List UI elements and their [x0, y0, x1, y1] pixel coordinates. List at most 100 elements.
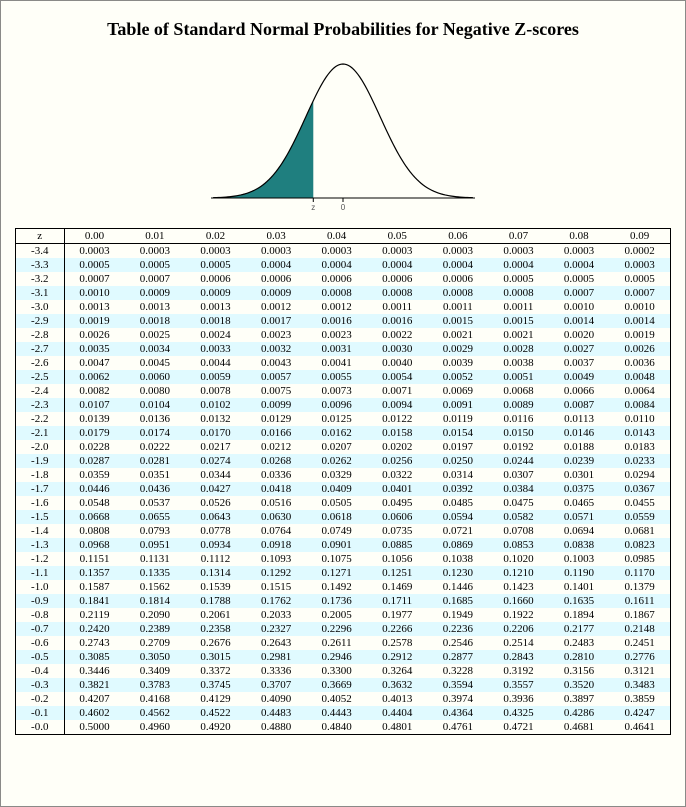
table-cell: 0.2061: [185, 608, 246, 622]
table-cell: 0.0007: [125, 272, 186, 286]
table-cell: 0.0005: [609, 272, 670, 286]
table-cell: 0.0023: [246, 328, 307, 342]
table-cell: 0.3085: [64, 650, 125, 664]
table-cell: 0.3632: [367, 678, 428, 692]
table-cell: 0.0294: [609, 468, 670, 482]
table-cell: 0.0054: [367, 370, 428, 384]
table-cell: 0.0110: [609, 412, 670, 426]
table-cell: 0.4325: [488, 706, 549, 720]
table-cell: 0.0052: [428, 370, 489, 384]
table-cell: 0.2546: [428, 636, 489, 650]
table-cell: 0.2776: [609, 650, 670, 664]
row-label: -1.2: [16, 552, 64, 566]
row-label: -0.0: [16, 720, 64, 734]
table-cell: 0.0446: [64, 482, 125, 496]
table-cell: 0.0039: [428, 356, 489, 370]
table-cell: 0.4207: [64, 692, 125, 706]
table-cell: 0.0049: [549, 370, 610, 384]
table-cell: 0.0162: [306, 426, 367, 440]
table-cell: 0.3121: [609, 664, 670, 678]
table-cell: 0.1562: [125, 580, 186, 594]
row-label: -0.3: [16, 678, 64, 692]
table-cell: 0.0250: [428, 454, 489, 468]
table-cell: 0.3015: [185, 650, 246, 664]
table-row: -2.80.00260.00250.00240.00230.00230.0022…: [16, 328, 670, 342]
table-cell: 0.0436: [125, 482, 186, 496]
table-cell: 0.3936: [488, 692, 549, 706]
table-row: -3.00.00130.00130.00130.00120.00120.0011…: [16, 300, 670, 314]
table-row: -2.20.01390.01360.01320.01290.01250.0122…: [16, 412, 670, 426]
table-cell: 0.0099: [246, 398, 307, 412]
table-row: -1.00.15870.15620.15390.15150.14920.1469…: [16, 580, 670, 594]
table-cell: 0.0016: [306, 314, 367, 328]
table-cell: 0.0694: [549, 524, 610, 538]
table-cell: 0.0281: [125, 454, 186, 468]
table-cell: 0.3783: [125, 678, 186, 692]
table-cell: 0.3859: [609, 692, 670, 706]
table-cell: 0.0122: [367, 412, 428, 426]
table-cell: 0.0384: [488, 482, 549, 496]
table-cell: 0.0351: [125, 468, 186, 482]
table-cell: 0.0146: [549, 426, 610, 440]
table-row: -2.90.00190.00180.00180.00170.00160.0016…: [16, 314, 670, 328]
table-cell: 0.0170: [185, 426, 246, 440]
table-cell: 0.3594: [428, 678, 489, 692]
row-label: -1.8: [16, 468, 64, 482]
table-cell: 0.4052: [306, 692, 367, 706]
table-row: -0.40.34460.34090.33720.33360.33000.3264…: [16, 664, 670, 678]
table-cell: 0.0212: [246, 440, 307, 454]
table-cell: 0.0262: [306, 454, 367, 468]
row-label: -0.9: [16, 594, 64, 608]
table-cell: 0.1469: [367, 580, 428, 594]
row-label: -1.5: [16, 510, 64, 524]
table-cell: 0.1423: [488, 580, 549, 594]
table-cell: 0.0548: [64, 496, 125, 510]
table-cell: 0.3897: [549, 692, 610, 706]
table-cell: 0.0048: [609, 370, 670, 384]
table-cell: 0.0005: [549, 272, 610, 286]
table-cell: 0.2033: [246, 608, 307, 622]
table-cell: 0.1335: [125, 566, 186, 580]
table-cell: 0.2327: [246, 622, 307, 636]
table-cell: 0.1151: [64, 552, 125, 566]
table-cell: 0.0031: [306, 342, 367, 356]
row-label: -1.0: [16, 580, 64, 594]
table-cell: 0.0192: [488, 440, 549, 454]
table-cell: 0.0057: [246, 370, 307, 384]
table-cell: 0.1190: [549, 566, 610, 580]
table-cell: 0.3228: [428, 664, 489, 678]
table-row: -2.60.00470.00450.00440.00430.00410.0040…: [16, 356, 670, 370]
table-cell: 0.0003: [367, 244, 428, 259]
table-cell: 0.4013: [367, 692, 428, 706]
table-cell: 0.0968: [64, 538, 125, 552]
table-cell: 0.2810: [549, 650, 610, 664]
table-cell: 0.0047: [64, 356, 125, 370]
row-label: -1.9: [16, 454, 64, 468]
table-cell: 0.0020: [549, 328, 610, 342]
table-cell: 0.0009: [246, 286, 307, 300]
table-cell: 0.4721: [488, 720, 549, 734]
table-cell: 0.0005: [64, 258, 125, 272]
table-cell: 0.1056: [367, 552, 428, 566]
table-row: -1.20.11510.11310.11120.10930.10750.1056…: [16, 552, 670, 566]
table-cell: 0.2358: [185, 622, 246, 636]
table-cell: 0.0094: [367, 398, 428, 412]
table-cell: 0.0018: [185, 314, 246, 328]
table-cell: 0.3483: [609, 678, 670, 692]
table-cell: 0.0139: [64, 412, 125, 426]
row-label: -2.8: [16, 328, 64, 342]
table-cell: 0.0009: [185, 286, 246, 300]
table-cell: 0.0096: [306, 398, 367, 412]
header-cell: 0.02: [185, 229, 246, 244]
row-label: -2.5: [16, 370, 64, 384]
table-cell: 0.0034: [125, 342, 186, 356]
table-cell: 0.2877: [428, 650, 489, 664]
table-cell: 0.0307: [488, 468, 549, 482]
table-cell: 0.0078: [185, 384, 246, 398]
table-cell: 0.2389: [125, 622, 186, 636]
table-cell: 0.0003: [488, 244, 549, 259]
table-cell: 0.0009: [125, 286, 186, 300]
table-cell: 0.0023: [306, 328, 367, 342]
table-cell: 0.0004: [306, 258, 367, 272]
table-cell: 0.4920: [185, 720, 246, 734]
